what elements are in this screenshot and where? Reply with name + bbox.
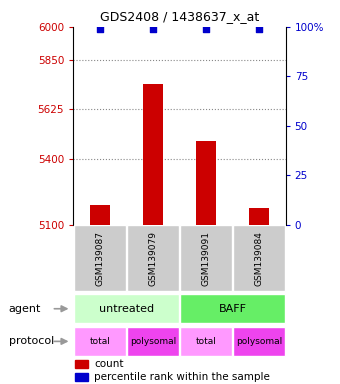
Text: agent: agent bbox=[8, 304, 41, 314]
Bar bbox=[74, 327, 126, 356]
Text: percentile rank within the sample: percentile rank within the sample bbox=[94, 372, 270, 382]
Bar bbox=[233, 327, 285, 356]
Point bbox=[97, 26, 102, 32]
Text: GSM139087: GSM139087 bbox=[95, 231, 104, 286]
Text: GSM139084: GSM139084 bbox=[255, 231, 264, 286]
Bar bbox=[127, 225, 179, 291]
Text: total: total bbox=[89, 337, 110, 346]
Bar bbox=[74, 225, 126, 291]
Text: GSM139079: GSM139079 bbox=[148, 231, 157, 286]
Bar bbox=[233, 225, 285, 291]
Text: polysomal: polysomal bbox=[236, 337, 282, 346]
Bar bbox=[180, 225, 232, 291]
Bar bbox=[127, 327, 179, 356]
Bar bbox=[75, 373, 88, 381]
Text: total: total bbox=[195, 337, 216, 346]
Text: count: count bbox=[94, 359, 124, 369]
Text: polysomal: polysomal bbox=[130, 337, 176, 346]
Bar bbox=[89, 205, 110, 384]
Point bbox=[150, 26, 155, 32]
Title: GDS2408 / 1438637_x_at: GDS2408 / 1438637_x_at bbox=[100, 10, 259, 23]
Bar bbox=[75, 360, 88, 368]
Text: untreated: untreated bbox=[99, 304, 154, 314]
Bar bbox=[180, 294, 285, 323]
Bar bbox=[74, 294, 179, 323]
Bar bbox=[196, 141, 216, 384]
Text: BAFF: BAFF bbox=[219, 304, 246, 314]
Text: GSM139091: GSM139091 bbox=[201, 231, 210, 286]
Bar bbox=[180, 327, 232, 356]
Bar bbox=[143, 84, 163, 384]
Text: protocol: protocol bbox=[8, 336, 54, 346]
Bar bbox=[249, 208, 269, 384]
Point bbox=[203, 26, 209, 32]
Point bbox=[256, 26, 262, 32]
